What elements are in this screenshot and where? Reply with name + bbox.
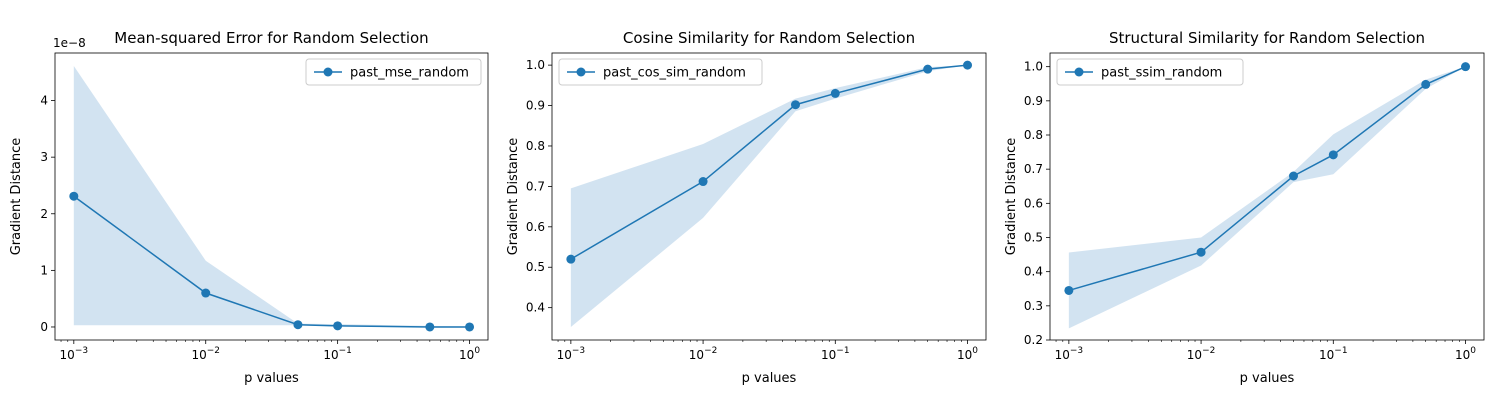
y-tick-label: 4 xyxy=(40,94,48,108)
legend-box xyxy=(1056,58,1244,86)
data-point xyxy=(698,177,708,187)
legend: past_mse_random xyxy=(305,58,482,86)
y-axis-label: Gradient Distance xyxy=(1004,138,1019,256)
x-tick-label: 10−3 xyxy=(1055,346,1084,362)
y-tick-label: 0.4 xyxy=(1024,265,1043,279)
subplot-1: Mean-squared Error for Random Selection 1… xyxy=(9,29,489,386)
y-tick-label: 2 xyxy=(40,207,48,221)
y-tick-label: 0.9 xyxy=(526,99,545,113)
subplot-3: Structural Similarity for Random Selecti… xyxy=(1004,29,1485,386)
x-tick-label: 10−3 xyxy=(557,346,586,362)
x-tick-label: 100 xyxy=(1455,346,1476,362)
y-tick-label: 1.0 xyxy=(526,58,545,72)
y-tick-label: 0.3 xyxy=(1024,299,1043,313)
chart-title: Structural Similarity for Random Selecti… xyxy=(1109,29,1425,47)
data-point xyxy=(963,60,973,70)
x-tick-label: 10−2 xyxy=(1187,346,1216,362)
legend-label: past_cos_sim_random xyxy=(603,66,746,81)
y-tick-label: 0.6 xyxy=(1024,196,1043,210)
data-point xyxy=(1328,150,1338,160)
axes-frame xyxy=(1049,52,1485,341)
data-point xyxy=(1064,285,1074,295)
y-tick-label: 1.0 xyxy=(1024,60,1043,74)
x-tick-label: 10−3 xyxy=(60,346,89,362)
chart-title: Mean-squared Error for Random Selection xyxy=(114,29,428,47)
y-axis-label: Gradient Distance xyxy=(9,138,24,256)
y-tick-label: 1 xyxy=(40,263,48,277)
legend-marker xyxy=(576,67,586,77)
data-point xyxy=(1288,171,1298,181)
data-point xyxy=(465,322,475,332)
y-tick-label: 0 xyxy=(40,320,48,334)
legend-marker xyxy=(323,67,333,77)
y-offset-label: 1e−8 xyxy=(53,36,86,50)
y-tick-label: 0.8 xyxy=(1024,128,1043,142)
y-tick-label: 0.2 xyxy=(1024,333,1043,347)
series-line xyxy=(1068,65,1466,292)
legend-box xyxy=(558,58,763,86)
data-point xyxy=(201,288,211,298)
y-tick-label: 0.5 xyxy=(526,260,545,274)
subplot-2: Cosine Similarity for Random Selection 10… xyxy=(506,29,987,386)
data-point xyxy=(333,321,343,331)
data-point xyxy=(1196,247,1206,257)
data-point xyxy=(293,320,303,330)
y-tick-label: 0.9 xyxy=(1024,94,1043,108)
x-axis-label: p values xyxy=(244,371,299,386)
y-tick-label: 0.6 xyxy=(526,220,545,234)
y-tick-label: 0.4 xyxy=(526,301,545,315)
y-axis-label: Gradient Distance xyxy=(506,138,521,256)
series-line xyxy=(570,64,968,260)
axes-frame xyxy=(54,52,489,341)
data-point xyxy=(566,254,576,264)
x-tick-label: 10−2 xyxy=(689,346,718,362)
legend-box xyxy=(305,58,482,86)
x-tick-label: 10−1 xyxy=(1319,346,1348,362)
legend-marker xyxy=(1074,67,1084,77)
x-tick-label: 10−1 xyxy=(821,346,850,362)
data-point xyxy=(830,88,840,98)
x-tick-label: 10−2 xyxy=(191,346,220,362)
data-point xyxy=(923,64,933,74)
x-tick-label: 10−1 xyxy=(323,346,352,362)
y-tick-label: 0.7 xyxy=(1024,162,1043,176)
x-axis-label: p values xyxy=(742,371,797,386)
data-point xyxy=(69,191,79,201)
x-tick-label: 100 xyxy=(957,346,978,362)
legend: past_ssim_random xyxy=(1056,58,1244,86)
chart-title: Cosine Similarity for Random Selection xyxy=(623,29,915,47)
x-axis-label: p values xyxy=(1240,371,1295,386)
y-tick-label: 0.5 xyxy=(1024,231,1043,245)
axes-frame xyxy=(551,52,987,341)
legend-label: past_ssim_random xyxy=(1101,66,1222,81)
data-point xyxy=(790,100,800,110)
data-point xyxy=(1461,62,1471,72)
y-tick-label: 0.8 xyxy=(526,139,545,153)
legend-label: past_mse_random xyxy=(350,66,469,81)
data-point xyxy=(425,322,435,332)
y-tick-label: 3 xyxy=(40,150,48,164)
legend: past_cos_sim_random xyxy=(558,58,763,86)
series-line xyxy=(73,195,470,328)
x-tick-label: 100 xyxy=(459,346,480,362)
y-tick-label: 0.7 xyxy=(526,179,545,193)
confidence-band xyxy=(73,66,470,327)
confidence-band xyxy=(570,65,968,328)
data-point xyxy=(1421,79,1431,89)
